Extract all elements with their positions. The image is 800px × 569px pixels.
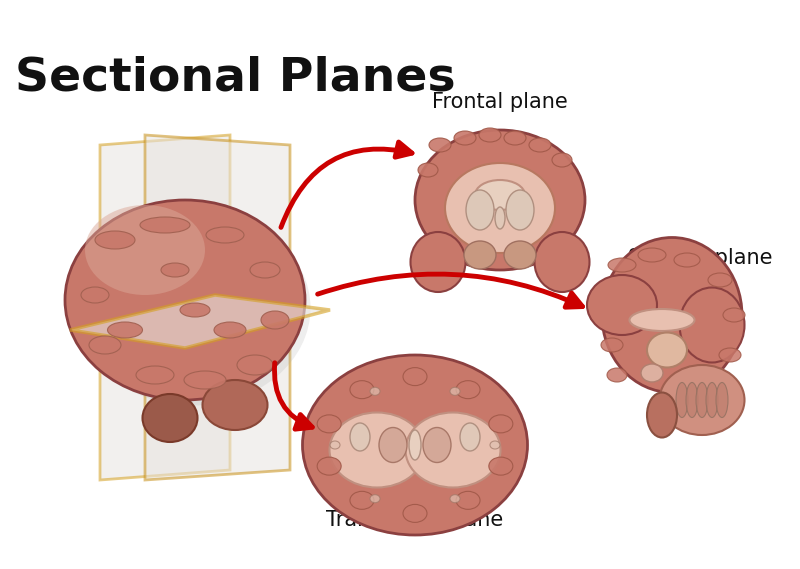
Ellipse shape xyxy=(456,492,480,509)
Text: Sagittal plane: Sagittal plane xyxy=(628,248,772,268)
Ellipse shape xyxy=(679,287,745,362)
Ellipse shape xyxy=(676,382,688,418)
Ellipse shape xyxy=(370,494,380,502)
Ellipse shape xyxy=(409,430,421,460)
Ellipse shape xyxy=(379,427,407,463)
Ellipse shape xyxy=(601,338,623,352)
Ellipse shape xyxy=(529,138,551,152)
FancyArrowPatch shape xyxy=(318,274,582,307)
Ellipse shape xyxy=(202,380,267,430)
Ellipse shape xyxy=(479,128,501,142)
Ellipse shape xyxy=(686,382,698,418)
Ellipse shape xyxy=(489,457,513,475)
Ellipse shape xyxy=(466,190,494,230)
Ellipse shape xyxy=(490,441,500,449)
Ellipse shape xyxy=(706,382,718,418)
Ellipse shape xyxy=(489,415,513,433)
Ellipse shape xyxy=(587,275,657,335)
Ellipse shape xyxy=(475,180,525,210)
Ellipse shape xyxy=(716,382,728,418)
Ellipse shape xyxy=(65,200,305,400)
Ellipse shape xyxy=(647,332,687,368)
Ellipse shape xyxy=(418,163,438,177)
Ellipse shape xyxy=(330,441,340,449)
Ellipse shape xyxy=(350,423,370,451)
Ellipse shape xyxy=(647,393,677,438)
Ellipse shape xyxy=(552,153,572,167)
Ellipse shape xyxy=(140,217,190,233)
Ellipse shape xyxy=(674,253,700,267)
Ellipse shape xyxy=(81,287,109,303)
Ellipse shape xyxy=(403,504,427,522)
Polygon shape xyxy=(100,135,230,480)
Ellipse shape xyxy=(504,241,536,269)
Ellipse shape xyxy=(161,263,189,277)
FancyArrowPatch shape xyxy=(281,142,412,228)
Ellipse shape xyxy=(504,131,526,145)
Ellipse shape xyxy=(330,413,425,488)
Text: Transverse plane: Transverse plane xyxy=(326,510,504,530)
Ellipse shape xyxy=(460,423,480,451)
Ellipse shape xyxy=(317,457,341,475)
Ellipse shape xyxy=(506,190,534,230)
Ellipse shape xyxy=(638,248,666,262)
Ellipse shape xyxy=(723,308,745,322)
Ellipse shape xyxy=(403,368,427,386)
Ellipse shape xyxy=(534,232,590,292)
Ellipse shape xyxy=(641,364,663,382)
Ellipse shape xyxy=(107,322,142,338)
Ellipse shape xyxy=(415,130,585,270)
Text: Sectional Planes: Sectional Planes xyxy=(15,55,456,100)
Ellipse shape xyxy=(214,322,246,338)
Polygon shape xyxy=(145,135,290,480)
Ellipse shape xyxy=(630,309,694,331)
Ellipse shape xyxy=(708,273,732,287)
Ellipse shape xyxy=(250,262,280,278)
Ellipse shape xyxy=(206,227,244,243)
Ellipse shape xyxy=(659,365,745,435)
Ellipse shape xyxy=(410,232,466,292)
Ellipse shape xyxy=(350,492,374,509)
Ellipse shape xyxy=(602,237,742,393)
Ellipse shape xyxy=(95,231,135,249)
Ellipse shape xyxy=(607,368,627,382)
Ellipse shape xyxy=(450,387,460,395)
Ellipse shape xyxy=(85,205,205,295)
Ellipse shape xyxy=(302,355,527,535)
Ellipse shape xyxy=(75,211,310,406)
Ellipse shape xyxy=(423,427,451,463)
Ellipse shape xyxy=(350,381,374,399)
Ellipse shape xyxy=(719,348,741,362)
Ellipse shape xyxy=(464,241,496,269)
Polygon shape xyxy=(70,295,330,348)
Ellipse shape xyxy=(450,494,460,502)
Ellipse shape xyxy=(261,311,289,329)
Ellipse shape xyxy=(184,371,226,389)
Ellipse shape xyxy=(142,394,198,442)
Ellipse shape xyxy=(456,381,480,399)
Ellipse shape xyxy=(445,163,555,253)
Ellipse shape xyxy=(237,355,273,375)
Ellipse shape xyxy=(454,131,476,145)
Text: Frontal plane: Frontal plane xyxy=(432,92,568,112)
Ellipse shape xyxy=(608,258,636,272)
Ellipse shape xyxy=(696,382,708,418)
Ellipse shape xyxy=(180,303,210,317)
Ellipse shape xyxy=(406,413,501,488)
FancyArrowPatch shape xyxy=(274,363,312,429)
Ellipse shape xyxy=(370,387,380,395)
Ellipse shape xyxy=(136,366,174,384)
Ellipse shape xyxy=(429,138,451,152)
Ellipse shape xyxy=(89,336,121,354)
Ellipse shape xyxy=(495,207,505,229)
Ellipse shape xyxy=(317,415,341,433)
